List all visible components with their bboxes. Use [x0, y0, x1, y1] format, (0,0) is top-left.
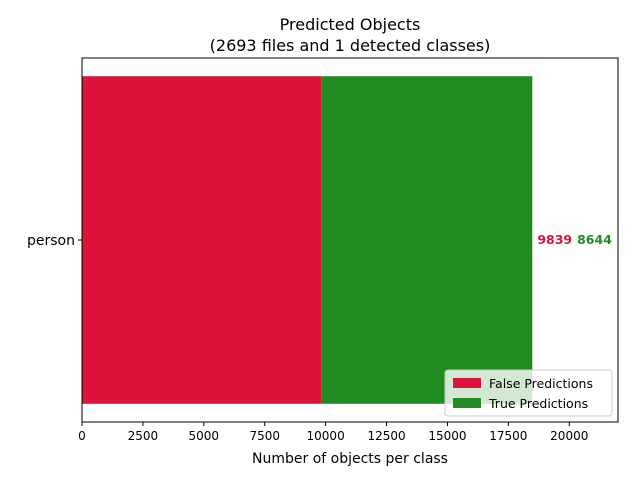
x-tick-label: 17500 [489, 429, 527, 443]
legend-swatch [453, 378, 481, 388]
x-axis-ticks: 0 2500 5000 7500 10000 12500 15000 17500 20000 [78, 422, 588, 443]
legend: False Predictions True Predictions [444, 369, 613, 417]
legend-box [444, 369, 613, 417]
bars-layer [82, 76, 533, 404]
x-tick-label: 5000 [189, 429, 220, 443]
data-labels: 9839 8644 [537, 232, 612, 247]
x-tick-label: 2500 [128, 429, 159, 443]
bar-false-predictions [82, 76, 322, 404]
x-tick-label: 0 [78, 429, 86, 443]
legend-swatch [453, 398, 481, 408]
data-label-true-predictions: 8644 [577, 232, 612, 247]
chart-subtitle: (2693 files and 1 detected classes) [210, 36, 491, 55]
x-tick-label: 15000 [428, 429, 466, 443]
x-tick-label: 12500 [367, 429, 405, 443]
x-tick-label: 7500 [249, 429, 280, 443]
data-label-false-predictions: 9839 [537, 232, 572, 247]
legend-label: True Predictions [488, 396, 588, 411]
x-tick-label: 10000 [307, 429, 345, 443]
chart-title: Predicted Objects [280, 15, 421, 34]
x-axis-label: Number of objects per class [252, 451, 448, 467]
legend-label: False Predictions [489, 376, 593, 391]
y-tick-label: person [27, 233, 75, 249]
bar-true-predictions [321, 76, 533, 404]
y-axis-ticks: person [27, 233, 82, 249]
x-tick-label: 20000 [550, 429, 588, 443]
